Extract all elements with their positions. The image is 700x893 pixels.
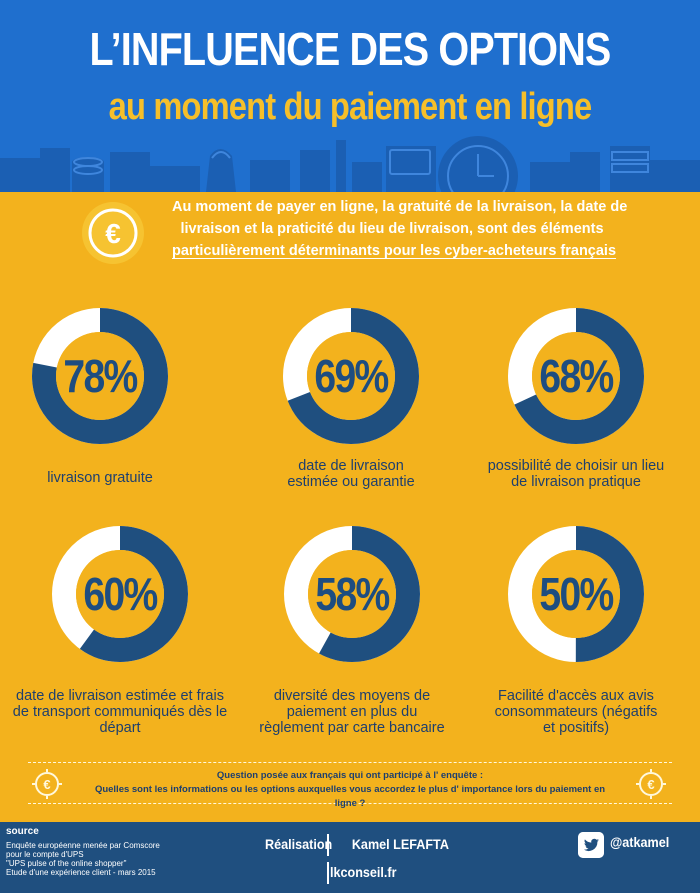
stat-date-livraison: 69% date de livraison estimée ou garanti… — [251, 308, 451, 538]
donut-center — [308, 550, 396, 638]
finance-skyline-illustration — [0, 136, 700, 192]
donut-value-arc — [52, 526, 188, 662]
donut-center — [76, 550, 164, 638]
stat-label: date de livraison estimée et frais de tr… — [12, 688, 228, 736]
stat-livraison-gratuite: 78% livraison gratuite — [0, 308, 200, 538]
realisation-label: Réalisation — [265, 836, 333, 852]
stat-lieu-livraison: 68% possibilité de choisir un lieu de li… — [476, 308, 676, 538]
title-line-1: L’INFLUENCE DES OPTIONS — [89, 23, 612, 75]
source-line: pour le compte d'UPS — [6, 850, 84, 859]
twitter-handle[interactable]: @atkamel — [610, 834, 670, 850]
donut-chart — [284, 526, 420, 662]
source-line: "UPS pulse of the online shopper" — [6, 859, 127, 868]
survey-question-line-1: Question posée aux français qui ont part… — [216, 770, 484, 781]
footer: source Enquête européenne menée par Coms… — [0, 822, 700, 893]
donut-value-arc — [32, 308, 168, 444]
donut-value-arc — [508, 526, 644, 662]
twitter-icon[interactable] — [578, 832, 604, 858]
stat-percent: 58% — [315, 568, 390, 620]
stat-moyens-paiement: 58% diversité des moyens de paiement en … — [252, 526, 452, 756]
intro-text: Au moment de payer en ligne, la gratuité… — [172, 196, 628, 262]
stat-percent: 78% — [63, 350, 138, 402]
realisation-credit: Réalisation Kamel LEFAFTA — [265, 836, 449, 852]
coin-icon: € — [32, 769, 62, 799]
intro-line-3: particulièrement déterminants pour les c… — [172, 243, 617, 259]
euro-coin-icon: € — [82, 202, 144, 264]
website-link[interactable]: lkconseil.fr — [330, 864, 397, 880]
survey-question-text: Question posée aux français qui ont part… — [88, 769, 612, 811]
donut-chart — [508, 526, 644, 662]
source-line: Etude d'une expérience client - mars 201… — [6, 868, 156, 877]
donut-center — [56, 332, 144, 420]
stat-label: diversité des moyens de paiement en plus… — [259, 688, 445, 736]
survey-question-band: € Question posée aux français qui ont pa… — [28, 762, 672, 809]
svg-text:€: € — [105, 218, 121, 249]
donut-chart — [32, 308, 168, 444]
stat-label: possibilité de choisir un lieu de livrai… — [487, 458, 665, 490]
intro-line-1: Au moment de payer en ligne, la gratuité… — [172, 199, 628, 215]
svg-text:€: € — [43, 777, 50, 792]
stat-label: livraison gratuite — [47, 470, 153, 486]
stat-avis-consommateurs: 50% Facilité d'accès aux avis consommate… — [476, 526, 676, 756]
stat-label: Facilité d'accès aux avis consommateurs … — [494, 688, 658, 736]
donut-chart — [508, 308, 644, 444]
survey-question-line-2: Quelles sont les informations ou les opt… — [94, 784, 606, 809]
stat-percent: 69% — [314, 350, 389, 402]
title-line-2: au moment du paiement en ligne — [108, 86, 592, 128]
stat-percent: 68% — [539, 350, 614, 402]
stat-percent: 50% — [539, 568, 614, 620]
donut-center — [532, 332, 620, 420]
source-title: source — [6, 826, 39, 837]
coin-icon: € — [636, 769, 666, 799]
stat-percent: 60% — [83, 568, 158, 620]
donut-chart — [52, 526, 188, 662]
author-name: Kamel LEFAFTA — [351, 836, 449, 852]
divider — [327, 862, 329, 884]
intro-line-2: livraison et la praticité du lieu de liv… — [180, 221, 604, 237]
stat-label: date de livraison estimée ou garantie — [287, 458, 415, 490]
divider — [327, 834, 329, 856]
source-line: Enquête européenne menée par Comscore — [6, 841, 160, 850]
donut-chart — [283, 308, 419, 444]
donut-center — [532, 550, 620, 638]
svg-text:€: € — [647, 777, 654, 792]
stat-frais-transport: 60% date de livraison estimée et frais d… — [13, 526, 227, 756]
header: L’INFLUENCE DES OPTIONS au moment du pai… — [0, 0, 700, 192]
donut-center — [307, 332, 395, 420]
donut-value-arc — [283, 308, 419, 444]
donut-value-arc — [284, 526, 420, 662]
donut-value-arc — [508, 308, 644, 444]
